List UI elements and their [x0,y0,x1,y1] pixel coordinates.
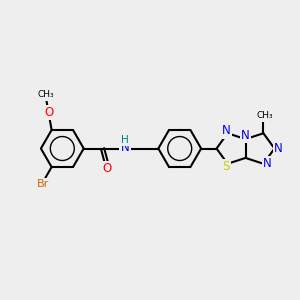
Text: O: O [103,162,112,175]
Text: CH₃: CH₃ [256,111,273,120]
Text: Br: Br [37,179,49,189]
Text: CH₃: CH₃ [38,90,54,99]
Text: N: N [221,124,230,137]
Text: S: S [222,160,230,173]
Text: N: N [263,157,272,170]
Text: O: O [44,106,53,119]
Text: N: N [121,141,129,154]
Text: N: N [274,142,283,155]
Text: H: H [121,135,129,145]
Text: N: N [241,129,250,142]
